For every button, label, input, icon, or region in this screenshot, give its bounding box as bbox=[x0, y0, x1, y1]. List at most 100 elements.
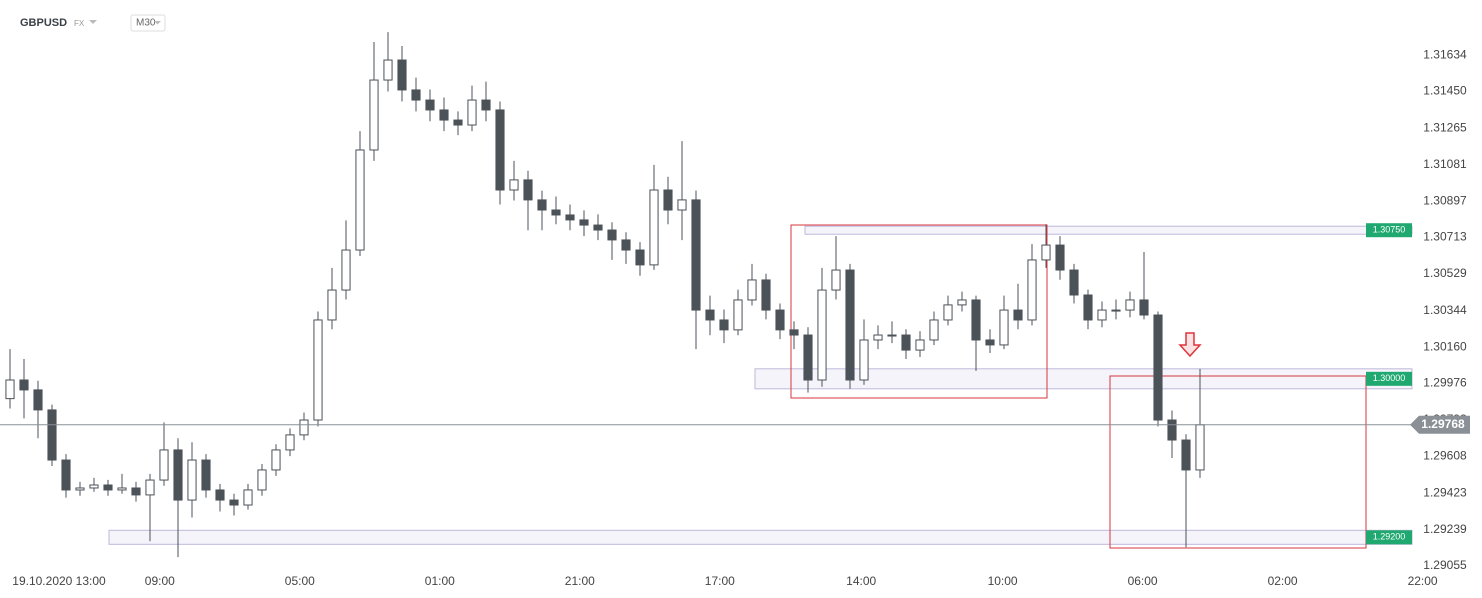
candle-body bbox=[1167, 419, 1177, 441]
candle-body bbox=[19, 379, 29, 391]
candle-body bbox=[719, 319, 729, 331]
candle-body bbox=[201, 459, 211, 491]
candle-body bbox=[985, 339, 995, 346]
y-tick-label: 1.29055 bbox=[1423, 558, 1467, 572]
candle-body bbox=[1125, 299, 1135, 311]
y-tick-label: 1.30160 bbox=[1423, 339, 1467, 353]
candle-body bbox=[1181, 439, 1191, 471]
candle-body bbox=[341, 249, 351, 291]
candle-body bbox=[845, 269, 855, 381]
candle-body bbox=[159, 449, 169, 481]
candle-body bbox=[747, 279, 757, 301]
candle-body bbox=[117, 487, 127, 491]
dropdown-icon[interactable] bbox=[89, 20, 97, 24]
candle-body bbox=[831, 269, 841, 291]
candle-body bbox=[285, 434, 295, 451]
candle-body bbox=[1055, 244, 1065, 271]
candle-body bbox=[61, 459, 71, 491]
candle-body bbox=[411, 89, 421, 101]
market: FX bbox=[74, 19, 85, 28]
candle-body bbox=[1027, 259, 1037, 321]
candle-body bbox=[971, 299, 981, 341]
level-label: 1.30000 bbox=[1373, 373, 1406, 383]
x-tick-label: 21:00 bbox=[565, 574, 595, 588]
candle-body bbox=[299, 419, 309, 436]
y-tick-label: 1.31634 bbox=[1423, 47, 1467, 61]
y-tick-label: 1.31081 bbox=[1423, 157, 1467, 171]
symbol[interactable]: GBPUSD bbox=[20, 17, 67, 29]
last-price-tag bbox=[1410, 415, 1470, 434]
y-tick-label: 1.29239 bbox=[1423, 522, 1467, 536]
candle-body bbox=[1083, 294, 1093, 321]
candle-body bbox=[75, 487, 85, 491]
range-box bbox=[790, 224, 1048, 399]
candle-body bbox=[1069, 269, 1079, 296]
y-tick-label: 1.30529 bbox=[1423, 266, 1467, 280]
candle-body bbox=[1153, 314, 1163, 421]
x-tick-label: 19.10.2020 13:00 bbox=[12, 574, 106, 588]
level-zone bbox=[804, 225, 1413, 235]
level-tag bbox=[1366, 223, 1412, 238]
x-tick-label: 09:00 bbox=[145, 574, 175, 588]
interval[interactable]: M30 bbox=[136, 18, 156, 29]
candle-body bbox=[467, 99, 477, 126]
level-zone bbox=[108, 529, 1413, 545]
candle-body bbox=[509, 179, 519, 191]
candle-body bbox=[761, 279, 771, 311]
candle-body bbox=[47, 409, 57, 461]
sell-arrow bbox=[1178, 332, 1202, 358]
candle-body bbox=[313, 319, 323, 421]
candle-body bbox=[873, 334, 883, 341]
candle-body bbox=[215, 489, 225, 501]
candle-body bbox=[33, 389, 43, 411]
dropdown-icon[interactable] bbox=[154, 21, 161, 25]
candle-body bbox=[1195, 424, 1205, 471]
candle-body bbox=[635, 249, 645, 266]
x-tick-label: 17:00 bbox=[705, 574, 735, 588]
candle-body bbox=[551, 209, 561, 216]
candle-body bbox=[957, 299, 967, 306]
x-tick-label: 02:00 bbox=[1268, 574, 1298, 588]
candle-body bbox=[537, 199, 547, 211]
candle-body bbox=[1013, 309, 1023, 321]
last-price-label: 1.29768 bbox=[1421, 417, 1465, 431]
candle-body bbox=[355, 149, 365, 251]
candle-body bbox=[565, 214, 575, 221]
y-tick-label: 1.30713 bbox=[1423, 230, 1467, 244]
candle-body bbox=[425, 99, 435, 111]
level-label: 1.30750 bbox=[1373, 225, 1406, 235]
candle-body bbox=[187, 459, 197, 501]
candle-body bbox=[1097, 309, 1107, 321]
candle-body bbox=[999, 309, 1009, 346]
candle-body bbox=[1139, 299, 1149, 316]
candle-body bbox=[607, 229, 617, 241]
range-box bbox=[1109, 375, 1367, 549]
candle-body bbox=[439, 109, 449, 121]
candle-body bbox=[705, 309, 715, 321]
candle-body bbox=[691, 199, 701, 311]
candle-body bbox=[327, 289, 337, 321]
candle-body bbox=[131, 487, 141, 496]
y-tick-label: 1.31450 bbox=[1423, 84, 1467, 98]
candle-body bbox=[817, 289, 827, 381]
candle-body bbox=[789, 329, 799, 336]
candle-body bbox=[173, 449, 183, 501]
level-tag bbox=[1366, 371, 1412, 386]
x-tick-label: 06:00 bbox=[1128, 574, 1158, 588]
level-label: 1.29200 bbox=[1373, 532, 1406, 542]
candle-body bbox=[915, 339, 925, 351]
candle-body bbox=[453, 119, 463, 126]
candle-body bbox=[1111, 309, 1121, 312]
y-tick-label: 1.31265 bbox=[1423, 120, 1467, 134]
x-tick-label: 10:00 bbox=[988, 574, 1018, 588]
candle-body bbox=[89, 484, 99, 489]
candle-body bbox=[5, 379, 15, 400]
candle-body bbox=[397, 59, 407, 91]
candle-body bbox=[649, 189, 659, 266]
candle-body bbox=[271, 449, 281, 471]
candle-body bbox=[775, 309, 785, 331]
candle-body bbox=[145, 479, 155, 496]
interval-box[interactable] bbox=[130, 14, 166, 32]
candle-body bbox=[593, 224, 603, 231]
